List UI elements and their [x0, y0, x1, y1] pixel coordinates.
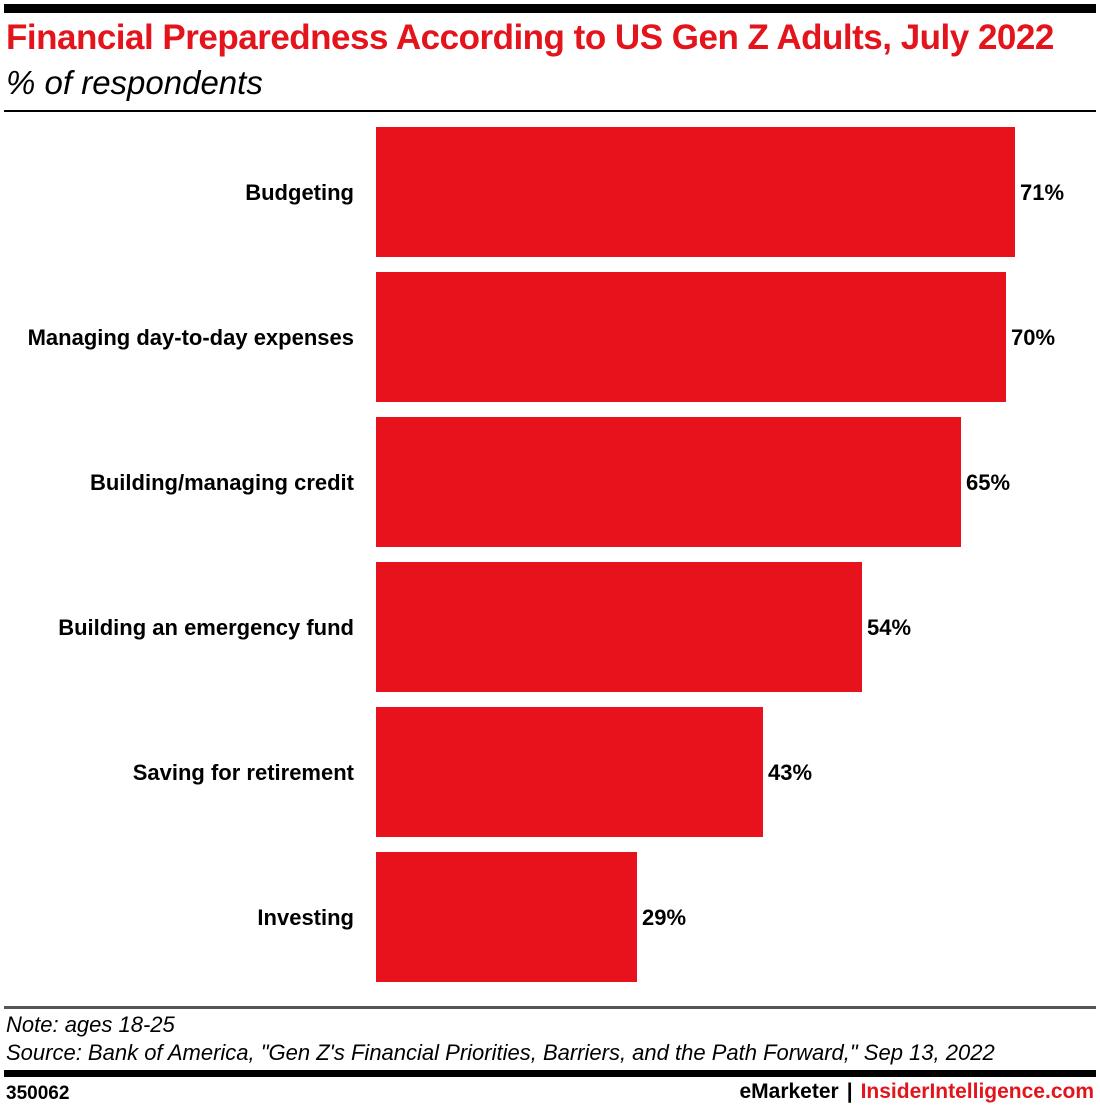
value-label: 43%: [768, 760, 812, 785]
bar: [376, 707, 763, 837]
bar-chart: Budgeting 71% Managing day-to-day expenses…: [28, 127, 1064, 982]
header-rule: [4, 110, 1096, 112]
chart-subtitle: % of respondents: [6, 64, 263, 101]
category-label: Investing: [257, 905, 354, 930]
bar: [376, 852, 637, 982]
category-label: Budgeting: [245, 180, 354, 205]
brand-logo[interactable]: eMarketer | InsiderIntelligence.com: [739, 1080, 1094, 1104]
bottom-rule: [4, 1070, 1096, 1077]
top-rule: [4, 4, 1096, 13]
brand-separator: |: [846, 1080, 853, 1103]
value-label: 65%: [966, 470, 1010, 495]
category-label: Building/managing credit: [90, 470, 355, 495]
bar: [376, 272, 1006, 402]
chart-note: Note: ages 18-25: [6, 1012, 175, 1037]
brand-emarketer[interactable]: eMarketer: [739, 1080, 839, 1103]
category-label: Building an emergency fund: [58, 615, 354, 640]
brand-insider-intelligence[interactable]: InsiderIntelligence.com: [860, 1080, 1094, 1103]
value-label: 29%: [642, 905, 686, 930]
bar: [376, 562, 862, 692]
bar: [376, 127, 1015, 257]
category-label: Saving for retirement: [133, 760, 355, 785]
value-label: 70%: [1011, 325, 1055, 350]
chart-source: Source: Bank of America, "Gen Z's Financ…: [6, 1040, 995, 1065]
chart-id: 350062: [6, 1083, 70, 1104]
value-label: 54%: [867, 615, 911, 640]
value-label: 71%: [1020, 180, 1064, 205]
bar: [376, 417, 961, 547]
category-label: Managing day-to-day expenses: [28, 325, 354, 350]
footer-rule: [4, 1006, 1096, 1009]
chart-title: Financial Preparedness According to US G…: [6, 18, 1054, 57]
